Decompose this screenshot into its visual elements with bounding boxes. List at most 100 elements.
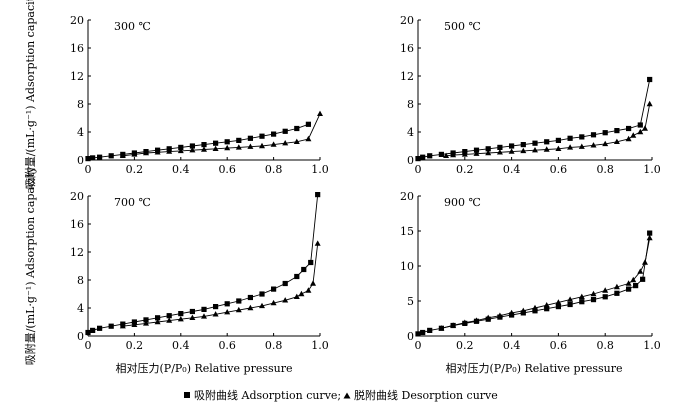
adsorption-point (271, 286, 277, 292)
adsorption-point (532, 308, 538, 314)
adsorption-point (485, 146, 491, 152)
desorption-point (496, 312, 503, 318)
adsorption-point (236, 298, 242, 304)
adsorption-point (90, 327, 96, 333)
adsorption-point (271, 131, 277, 137)
desorption-point (305, 135, 312, 142)
adsorption-point (259, 133, 265, 139)
adsorption-point (213, 140, 219, 146)
x-tick-label: 0.4 (172, 163, 190, 176)
desorption-point (450, 322, 457, 328)
y-tick-label: 8 (407, 98, 414, 111)
adsorption-point (647, 230, 653, 236)
adsorption-curve-line (417, 79, 651, 160)
adsorption-point (579, 134, 585, 140)
x-tick-label: 0.8 (265, 339, 283, 352)
adsorption-point (201, 142, 207, 148)
adsorption-point (590, 297, 597, 303)
adsorption-point (213, 304, 219, 310)
desorption-point (602, 287, 609, 293)
x-tick-label: 0.8 (596, 163, 614, 176)
adsorption-point (85, 329, 91, 336)
desorption-point (166, 148, 173, 154)
y-tick-label: 4 (77, 302, 84, 315)
desorption-point (317, 110, 323, 116)
panel-1: 0 0.2 0.4 0.6 0.8 1.0 0 4 8 12 16 20 300 ℃ (70, 14, 329, 176)
desorption-point (310, 280, 317, 286)
desorption-point (119, 323, 126, 329)
desorption-point (235, 144, 242, 150)
desorption-point (259, 302, 265, 309)
desorption-point (293, 293, 300, 299)
x-tick-label: 0 (85, 339, 92, 352)
y-tick-label: 16 (70, 218, 84, 231)
adsorption-point (473, 147, 480, 153)
adsorption-point (305, 121, 311, 127)
desorption-point (314, 240, 321, 246)
y-tick-label: 20 (70, 190, 84, 203)
desorption-point (590, 290, 597, 297)
adsorption-point (614, 128, 620, 134)
desorption-point (508, 309, 515, 316)
desorption-point (224, 144, 231, 151)
adsorption-point (415, 331, 421, 337)
adsorption-point (201, 306, 207, 312)
adsorption-curve-line (417, 233, 651, 335)
adsorption-point (633, 283, 639, 289)
desorption-point (613, 283, 620, 290)
y-axis-label-text-top: 吸附量/(mL·g⁻¹) Adsorption capacity (23, 0, 37, 189)
adsorption-point (294, 125, 300, 132)
x-tick-label: 1.0 (643, 339, 661, 352)
adsorption-point (637, 122, 643, 128)
y-tick-label: 12 (400, 70, 414, 83)
desorption-point (637, 268, 644, 274)
legend-triangle-marker (343, 392, 351, 399)
desorption-point (485, 149, 492, 156)
adsorption-point (420, 329, 426, 336)
desorption-point (641, 125, 648, 131)
desorption-point (189, 147, 196, 153)
desorption-point (543, 302, 550, 308)
adsorption-point (427, 327, 433, 333)
desorption-point (508, 148, 515, 154)
adsorption-point (301, 266, 307, 273)
desorption-point (305, 287, 312, 293)
y-axis-label-text-bottom: 吸附量/(mL·g⁻¹) Adsorption capacity (23, 166, 37, 365)
y-tick-label: 4 (77, 126, 84, 139)
adsorption-point (579, 299, 585, 305)
x-tick-label: 0 (415, 163, 422, 176)
desorption-point (567, 144, 574, 150)
adsorption-point (532, 140, 538, 146)
x-tick-label: 0.6 (550, 339, 568, 352)
desorption-point (119, 152, 126, 158)
desorption-point (247, 304, 254, 311)
adsorption-point (640, 276, 646, 282)
desorption-point (143, 320, 149, 326)
adsorption-point (247, 294, 253, 301)
y-axis-label-top: 吸附量/(mL·g⁻¹) Adsorption capacity (23, 0, 37, 189)
desorption-point (298, 290, 305, 297)
adsorption-point (497, 144, 503, 150)
desorption-curve-line (122, 243, 319, 327)
adsorption-point (626, 125, 632, 132)
desorption-point (201, 146, 207, 152)
desorption-point (578, 143, 585, 149)
desorption-point (602, 140, 609, 147)
adsorption-point (590, 132, 597, 138)
x-tick-label: 0.4 (172, 339, 190, 352)
desorption-point (247, 143, 254, 149)
x-tick-label: 0.2 (456, 339, 474, 352)
y-tick-label: 20 (400, 190, 414, 203)
desorption-point (473, 150, 480, 156)
panel-4: 0 0.2 0.4 0.6 0.8 1.0 0 5 10 15 20 900 ℃ (400, 190, 661, 352)
adsorption-point (259, 291, 265, 297)
desorption-point (637, 128, 644, 135)
x-axis-label-right: 相对压力(P/P₀) Relative pressure (446, 361, 623, 375)
desorption-point (567, 296, 574, 302)
desorption-point (189, 314, 196, 320)
desorption-point (461, 319, 468, 325)
desorption-point (646, 234, 653, 241)
desorption-point (154, 149, 161, 155)
desorption-point (443, 152, 450, 158)
legend-square-marker (184, 392, 190, 398)
